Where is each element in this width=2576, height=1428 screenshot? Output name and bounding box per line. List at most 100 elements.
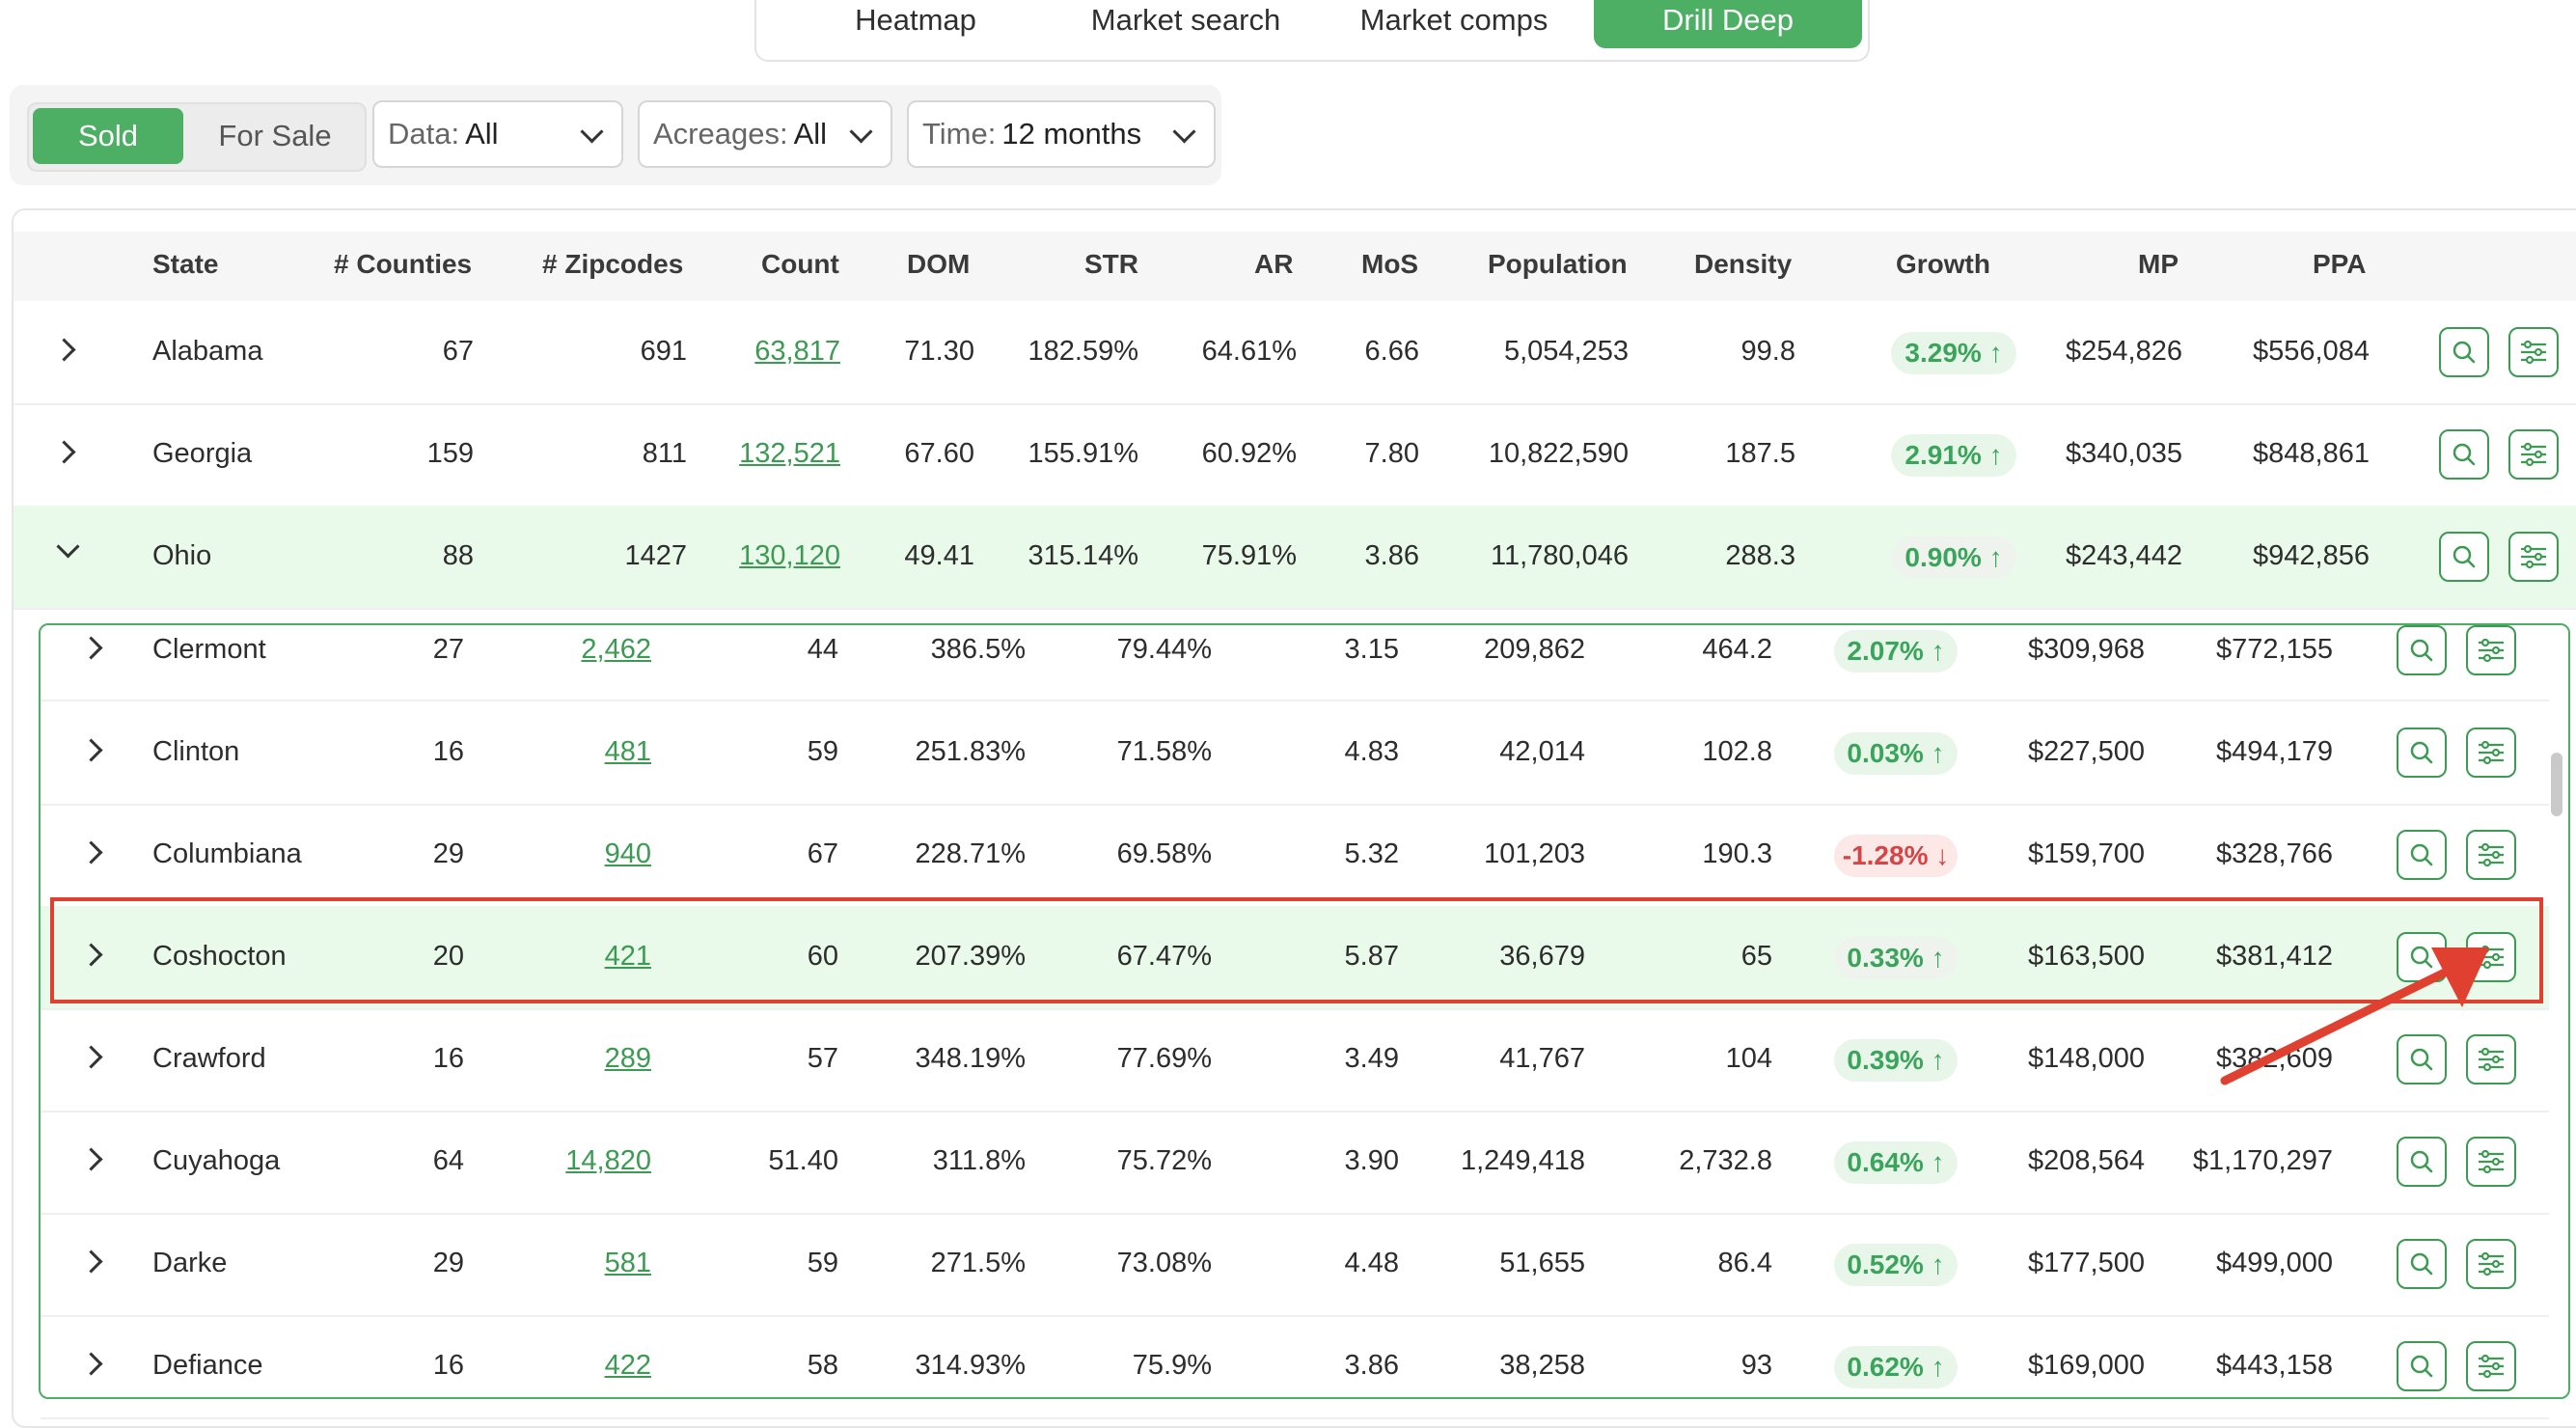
tab-market-comps[interactable]: Market comps bbox=[1359, 3, 1548, 37]
filter-settings-button[interactable] bbox=[2466, 625, 2516, 675]
dom-value: 71.30 bbox=[904, 336, 974, 367]
tab-heatmap[interactable]: Heatmap bbox=[855, 3, 976, 37]
mos-value: 3.86 bbox=[1344, 1350, 1399, 1381]
for-sale-button[interactable]: For Sale bbox=[218, 119, 332, 152]
col-counties[interactable]: # Counties bbox=[334, 249, 473, 279]
search-button[interactable] bbox=[2439, 327, 2489, 377]
ar-value: 77.69% bbox=[1116, 1043, 1212, 1074]
search-button[interactable] bbox=[2397, 830, 2447, 880]
listing-count-link[interactable]: 14,820 bbox=[565, 1145, 651, 1176]
density-value: 99.8 bbox=[1740, 336, 1795, 367]
growth-badge: -1.28% ↓ bbox=[1834, 835, 1958, 877]
county-name: Defiance bbox=[152, 1350, 263, 1381]
col-mp[interactable]: MP bbox=[2138, 249, 2179, 279]
filter-settings-button[interactable] bbox=[2508, 429, 2559, 480]
zipcodes-count: 29 bbox=[432, 1248, 464, 1278]
ppa-value: $443,158 bbox=[2216, 1350, 2333, 1381]
density-value: 104 bbox=[1725, 1043, 1772, 1074]
table-row[interactable] bbox=[14, 301, 2576, 405]
listing-count-link[interactable]: 132,521 bbox=[739, 438, 840, 469]
density-value: 102.8 bbox=[1702, 736, 1772, 767]
acreages-dropdown[interactable]: Acreages: All bbox=[638, 100, 892, 168]
listing-count-link[interactable]: 422 bbox=[604, 1350, 651, 1381]
col-mos[interactable]: MoS bbox=[1361, 249, 1419, 279]
population-value: 101,203 bbox=[1484, 838, 1585, 869]
drill-deep-table bbox=[12, 208, 2576, 1428]
col-dom[interactable]: DOM bbox=[907, 249, 971, 279]
county-row[interactable] bbox=[41, 1315, 2549, 1419]
tab-market-search[interactable]: Market search bbox=[1090, 3, 1281, 37]
time-dropdown[interactable]: Time: 12 months bbox=[907, 100, 1216, 168]
ar-value: 75.9% bbox=[1132, 1350, 1212, 1381]
growth-badge: 3.29% ↑ bbox=[1891, 332, 2016, 374]
growth-badge: 2.07% ↑ bbox=[1834, 630, 1958, 673]
filter-settings-button[interactable] bbox=[2466, 1239, 2516, 1289]
county-row[interactable] bbox=[41, 599, 2549, 701]
col-ppa[interactable]: PPA bbox=[2313, 249, 2367, 279]
listing-count-link[interactable]: 581 bbox=[604, 1248, 651, 1278]
filter-settings-button[interactable] bbox=[2508, 532, 2559, 582]
filter-settings-button[interactable] bbox=[2466, 1137, 2516, 1187]
dom-value: 49.41 bbox=[904, 540, 974, 571]
growth-badge: 0.39% ↑ bbox=[1834, 1039, 1958, 1082]
ppa-value: $556,084 bbox=[2253, 336, 2370, 367]
filter-settings-button[interactable] bbox=[2508, 327, 2559, 377]
col-state[interactable]: State bbox=[152, 249, 219, 279]
col-population[interactable]: Population bbox=[1488, 249, 1628, 279]
filter-settings-button[interactable] bbox=[2466, 1034, 2516, 1085]
listing-count-link[interactable]: 421 bbox=[604, 941, 651, 972]
sold-button[interactable]: Sold bbox=[33, 108, 183, 164]
table-row[interactable] bbox=[14, 506, 2576, 610]
scrollbar[interactable] bbox=[2551, 753, 2562, 816]
density-value: 65 bbox=[1740, 941, 1772, 972]
data-dropdown[interactable]: Data: All bbox=[372, 100, 623, 168]
population-value: 5,054,253 bbox=[1503, 336, 1629, 367]
search-button[interactable] bbox=[2397, 1239, 2447, 1289]
search-button[interactable] bbox=[2439, 532, 2489, 582]
listing-count-link[interactable]: 2,462 bbox=[581, 634, 651, 665]
listing-count-link[interactable]: 940 bbox=[604, 838, 651, 869]
time-dropdown-label: Time: bbox=[922, 117, 997, 151]
chevron-down-icon bbox=[580, 120, 604, 144]
counties-count: 88 bbox=[442, 540, 474, 571]
dom-value: 59 bbox=[807, 1248, 838, 1278]
col-count[interactable]: Count bbox=[761, 249, 839, 279]
population-value: 51,655 bbox=[1499, 1248, 1585, 1278]
search-button[interactable] bbox=[2439, 429, 2489, 480]
filter-settings-button[interactable] bbox=[2466, 1341, 2516, 1391]
col-ar[interactable]: AR bbox=[1254, 249, 1294, 279]
data-dropdown-value: All bbox=[465, 117, 499, 151]
filter-settings-button[interactable] bbox=[2466, 728, 2516, 778]
col-zipcodes[interactable]: # Zipcodes bbox=[542, 249, 684, 279]
col-str[interactable]: STR bbox=[1084, 249, 1138, 279]
listing-count-link[interactable]: 289 bbox=[604, 1043, 651, 1074]
search-button[interactable] bbox=[2397, 1034, 2447, 1085]
search-button[interactable] bbox=[2397, 625, 2447, 675]
col-growth[interactable]: Growth bbox=[1896, 249, 1990, 279]
listing-count-link[interactable]: 130,120 bbox=[739, 540, 840, 571]
county-row[interactable] bbox=[41, 1111, 2549, 1215]
tab-drill-deep[interactable]: Drill Deep bbox=[1594, 0, 1862, 48]
population-value: 38,258 bbox=[1499, 1350, 1585, 1381]
county-row[interactable] bbox=[41, 1213, 2549, 1317]
zipcodes-count: 16 bbox=[432, 1043, 464, 1074]
county-row[interactable] bbox=[41, 701, 2549, 806]
mp-value: $177,500 bbox=[2028, 1248, 2145, 1278]
county-row[interactable] bbox=[41, 804, 2549, 908]
population-value: 42,014 bbox=[1499, 736, 1585, 767]
state-name: Ohio bbox=[152, 540, 212, 571]
listing-count-link[interactable]: 63,817 bbox=[754, 336, 840, 367]
dom-value: 67.60 bbox=[904, 438, 974, 469]
counties-count: 67 bbox=[442, 336, 474, 367]
chevron-down-icon bbox=[1172, 120, 1196, 144]
ar-value: 73.08% bbox=[1116, 1248, 1212, 1278]
search-button[interactable] bbox=[2397, 1137, 2447, 1187]
filter-settings-button[interactable] bbox=[2466, 830, 2516, 880]
search-button[interactable] bbox=[2397, 728, 2447, 778]
listing-count-link[interactable]: 481 bbox=[604, 736, 651, 767]
county-row[interactable] bbox=[41, 906, 2549, 1010]
search-button[interactable] bbox=[2397, 1341, 2447, 1391]
col-density[interactable]: Density bbox=[1694, 249, 1793, 279]
mos-value: 3.49 bbox=[1344, 1043, 1399, 1074]
county-row[interactable] bbox=[41, 1008, 2549, 1112]
